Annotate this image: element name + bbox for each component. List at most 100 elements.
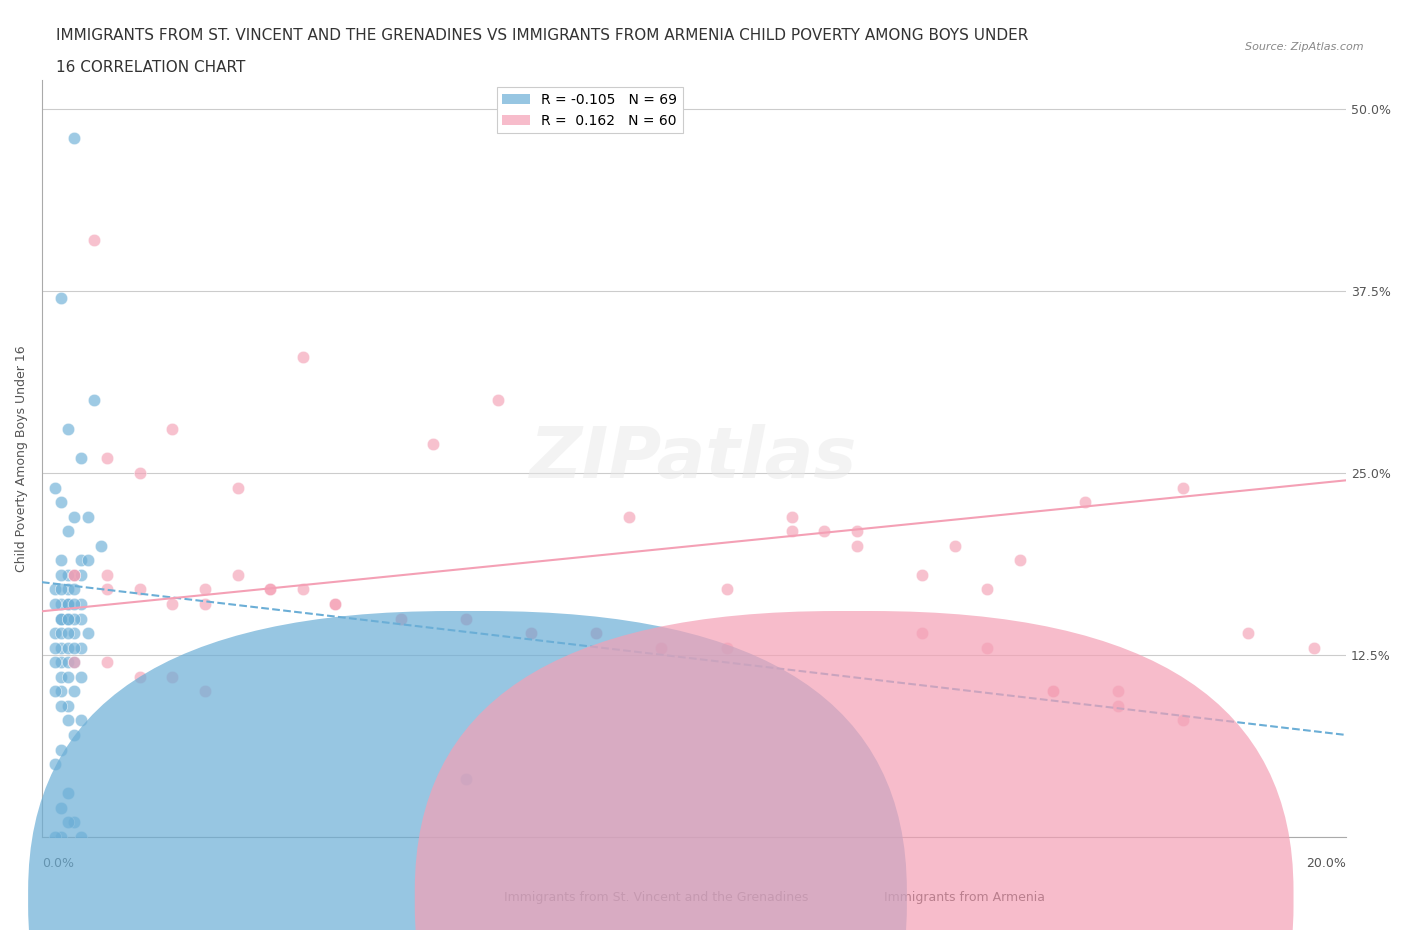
- Point: [56, 786, 79, 801]
- Point: [56, 582, 79, 597]
- Point: [128, 582, 150, 597]
- Point: [194, 684, 217, 698]
- Point: [780, 510, 803, 525]
- Point: [976, 582, 998, 597]
- Point: [63, 684, 86, 698]
- Point: [44, 684, 66, 698]
- Point: [1010, 553, 1032, 568]
- Point: [63, 655, 86, 670]
- Point: [56, 611, 79, 626]
- Point: [943, 538, 966, 553]
- Point: [51, 698, 73, 713]
- Point: [1042, 684, 1064, 698]
- Point: [162, 596, 184, 611]
- Y-axis label: Child Poverty Among Boys Under 16: Child Poverty Among Boys Under 16: [15, 345, 28, 572]
- Point: [51, 830, 73, 844]
- Point: [96, 451, 118, 466]
- Point: [128, 670, 150, 684]
- Text: 20.0%: 20.0%: [1306, 857, 1346, 870]
- Point: [780, 524, 803, 538]
- Text: Source: ZipAtlas.com: Source: ZipAtlas.com: [1246, 42, 1364, 52]
- Point: [70, 713, 93, 728]
- Point: [716, 582, 738, 597]
- Point: [63, 815, 86, 830]
- Point: [291, 349, 314, 364]
- Point: [63, 567, 86, 582]
- Point: [56, 567, 79, 582]
- Point: [51, 553, 73, 568]
- Point: [585, 626, 607, 641]
- Point: [63, 655, 86, 670]
- Point: [454, 611, 477, 626]
- Point: [259, 582, 281, 597]
- Point: [76, 510, 98, 525]
- Point: [44, 655, 66, 670]
- Point: [51, 582, 73, 597]
- Point: [650, 640, 672, 655]
- Point: [1107, 698, 1129, 713]
- Point: [70, 553, 93, 568]
- Text: 16 CORRELATION CHART: 16 CORRELATION CHART: [56, 60, 246, 75]
- Point: [1171, 480, 1194, 495]
- Point: [70, 670, 93, 684]
- Point: [51, 801, 73, 816]
- Point: [63, 567, 86, 582]
- Text: ZIPatlas: ZIPatlas: [530, 424, 858, 493]
- Point: [70, 567, 93, 582]
- Point: [51, 684, 73, 698]
- Point: [486, 392, 509, 407]
- Point: [1042, 684, 1064, 698]
- Point: [51, 640, 73, 655]
- Point: [291, 582, 314, 597]
- Point: [63, 640, 86, 655]
- Point: [1074, 495, 1097, 510]
- Point: [389, 611, 412, 626]
- Point: [70, 611, 93, 626]
- Point: [51, 611, 73, 626]
- Point: [162, 422, 184, 437]
- Point: [44, 582, 66, 597]
- Point: [1302, 640, 1324, 655]
- Point: [51, 596, 73, 611]
- Point: [56, 596, 79, 611]
- Point: [51, 742, 73, 757]
- Point: [194, 582, 217, 597]
- Point: [70, 830, 93, 844]
- Legend: R = -0.105   N = 69, R =  0.162   N = 60: R = -0.105 N = 69, R = 0.162 N = 60: [496, 87, 683, 133]
- Point: [422, 436, 444, 451]
- Point: [226, 480, 249, 495]
- Point: [56, 422, 79, 437]
- Text: Immigrants from St. Vincent and the Grenadines: Immigrants from St. Vincent and the Gren…: [492, 891, 808, 904]
- Point: [1237, 626, 1260, 641]
- Point: [90, 538, 112, 553]
- Point: [259, 582, 281, 597]
- Point: [83, 232, 105, 247]
- Point: [96, 582, 118, 597]
- Point: [56, 713, 79, 728]
- Point: [63, 611, 86, 626]
- Point: [813, 524, 835, 538]
- Point: [389, 611, 412, 626]
- Point: [846, 524, 869, 538]
- Point: [56, 640, 79, 655]
- Point: [325, 596, 347, 611]
- Point: [162, 670, 184, 684]
- Point: [454, 611, 477, 626]
- Point: [63, 727, 86, 742]
- Point: [325, 596, 347, 611]
- Point: [56, 626, 79, 641]
- Point: [194, 596, 217, 611]
- Point: [454, 771, 477, 786]
- Point: [520, 626, 543, 641]
- Text: 0.0%: 0.0%: [42, 857, 75, 870]
- Point: [51, 611, 73, 626]
- Point: [44, 596, 66, 611]
- Point: [70, 451, 93, 466]
- Point: [56, 670, 79, 684]
- Point: [63, 510, 86, 525]
- Point: [56, 611, 79, 626]
- Point: [1171, 713, 1194, 728]
- Point: [226, 567, 249, 582]
- Point: [44, 640, 66, 655]
- Point: [63, 582, 86, 597]
